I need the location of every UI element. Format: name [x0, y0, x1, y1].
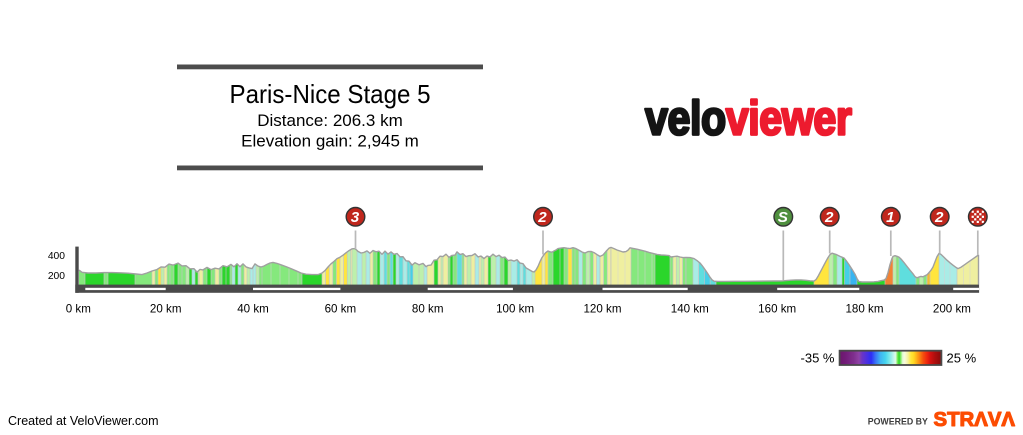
svg-text:60 km: 60 km [325, 303, 357, 316]
svg-text:Created at VeloViewer.com: Created at VeloViewer.com [8, 414, 159, 428]
svg-text:Distance: 206.3 km: Distance: 206.3 km [257, 111, 403, 130]
svg-text:20 km: 20 km [150, 303, 182, 316]
svg-text:200 km: 200 km [933, 303, 971, 316]
svg-text:200: 200 [48, 271, 65, 282]
svg-text:400: 400 [48, 251, 65, 262]
svg-text:Elevation gain: 2,945 m: Elevation gain: 2,945 m [241, 132, 419, 151]
svg-text:140 km: 140 km [671, 303, 709, 316]
svg-text:2: 2 [934, 209, 944, 226]
svg-text:2: 2 [824, 209, 834, 226]
svg-text:120 km: 120 km [583, 303, 621, 316]
svg-text:veloviewer: veloviewer [645, 93, 852, 146]
svg-text:2: 2 [537, 209, 547, 226]
svg-text:160 km: 160 km [758, 303, 796, 316]
svg-text:40 km: 40 km [237, 303, 269, 316]
svg-text:100 km: 100 km [496, 303, 534, 316]
svg-text:S: S [778, 209, 788, 226]
svg-text:STRΛVΛ: STRΛVΛ [934, 408, 1016, 431]
svg-text:POWERED BY: POWERED BY [868, 417, 929, 428]
svg-text:0 km: 0 km [66, 303, 91, 316]
svg-text:80 km: 80 km [412, 303, 444, 316]
svg-text:-35 %: -35 % [801, 351, 835, 366]
svg-text:1: 1 [886, 209, 894, 226]
svg-text:25 %: 25 % [947, 351, 977, 366]
svg-text:Paris-Nice Stage 5: Paris-Nice Stage 5 [230, 81, 431, 109]
svg-text:180 km: 180 km [845, 303, 883, 316]
svg-text:3: 3 [351, 209, 360, 226]
